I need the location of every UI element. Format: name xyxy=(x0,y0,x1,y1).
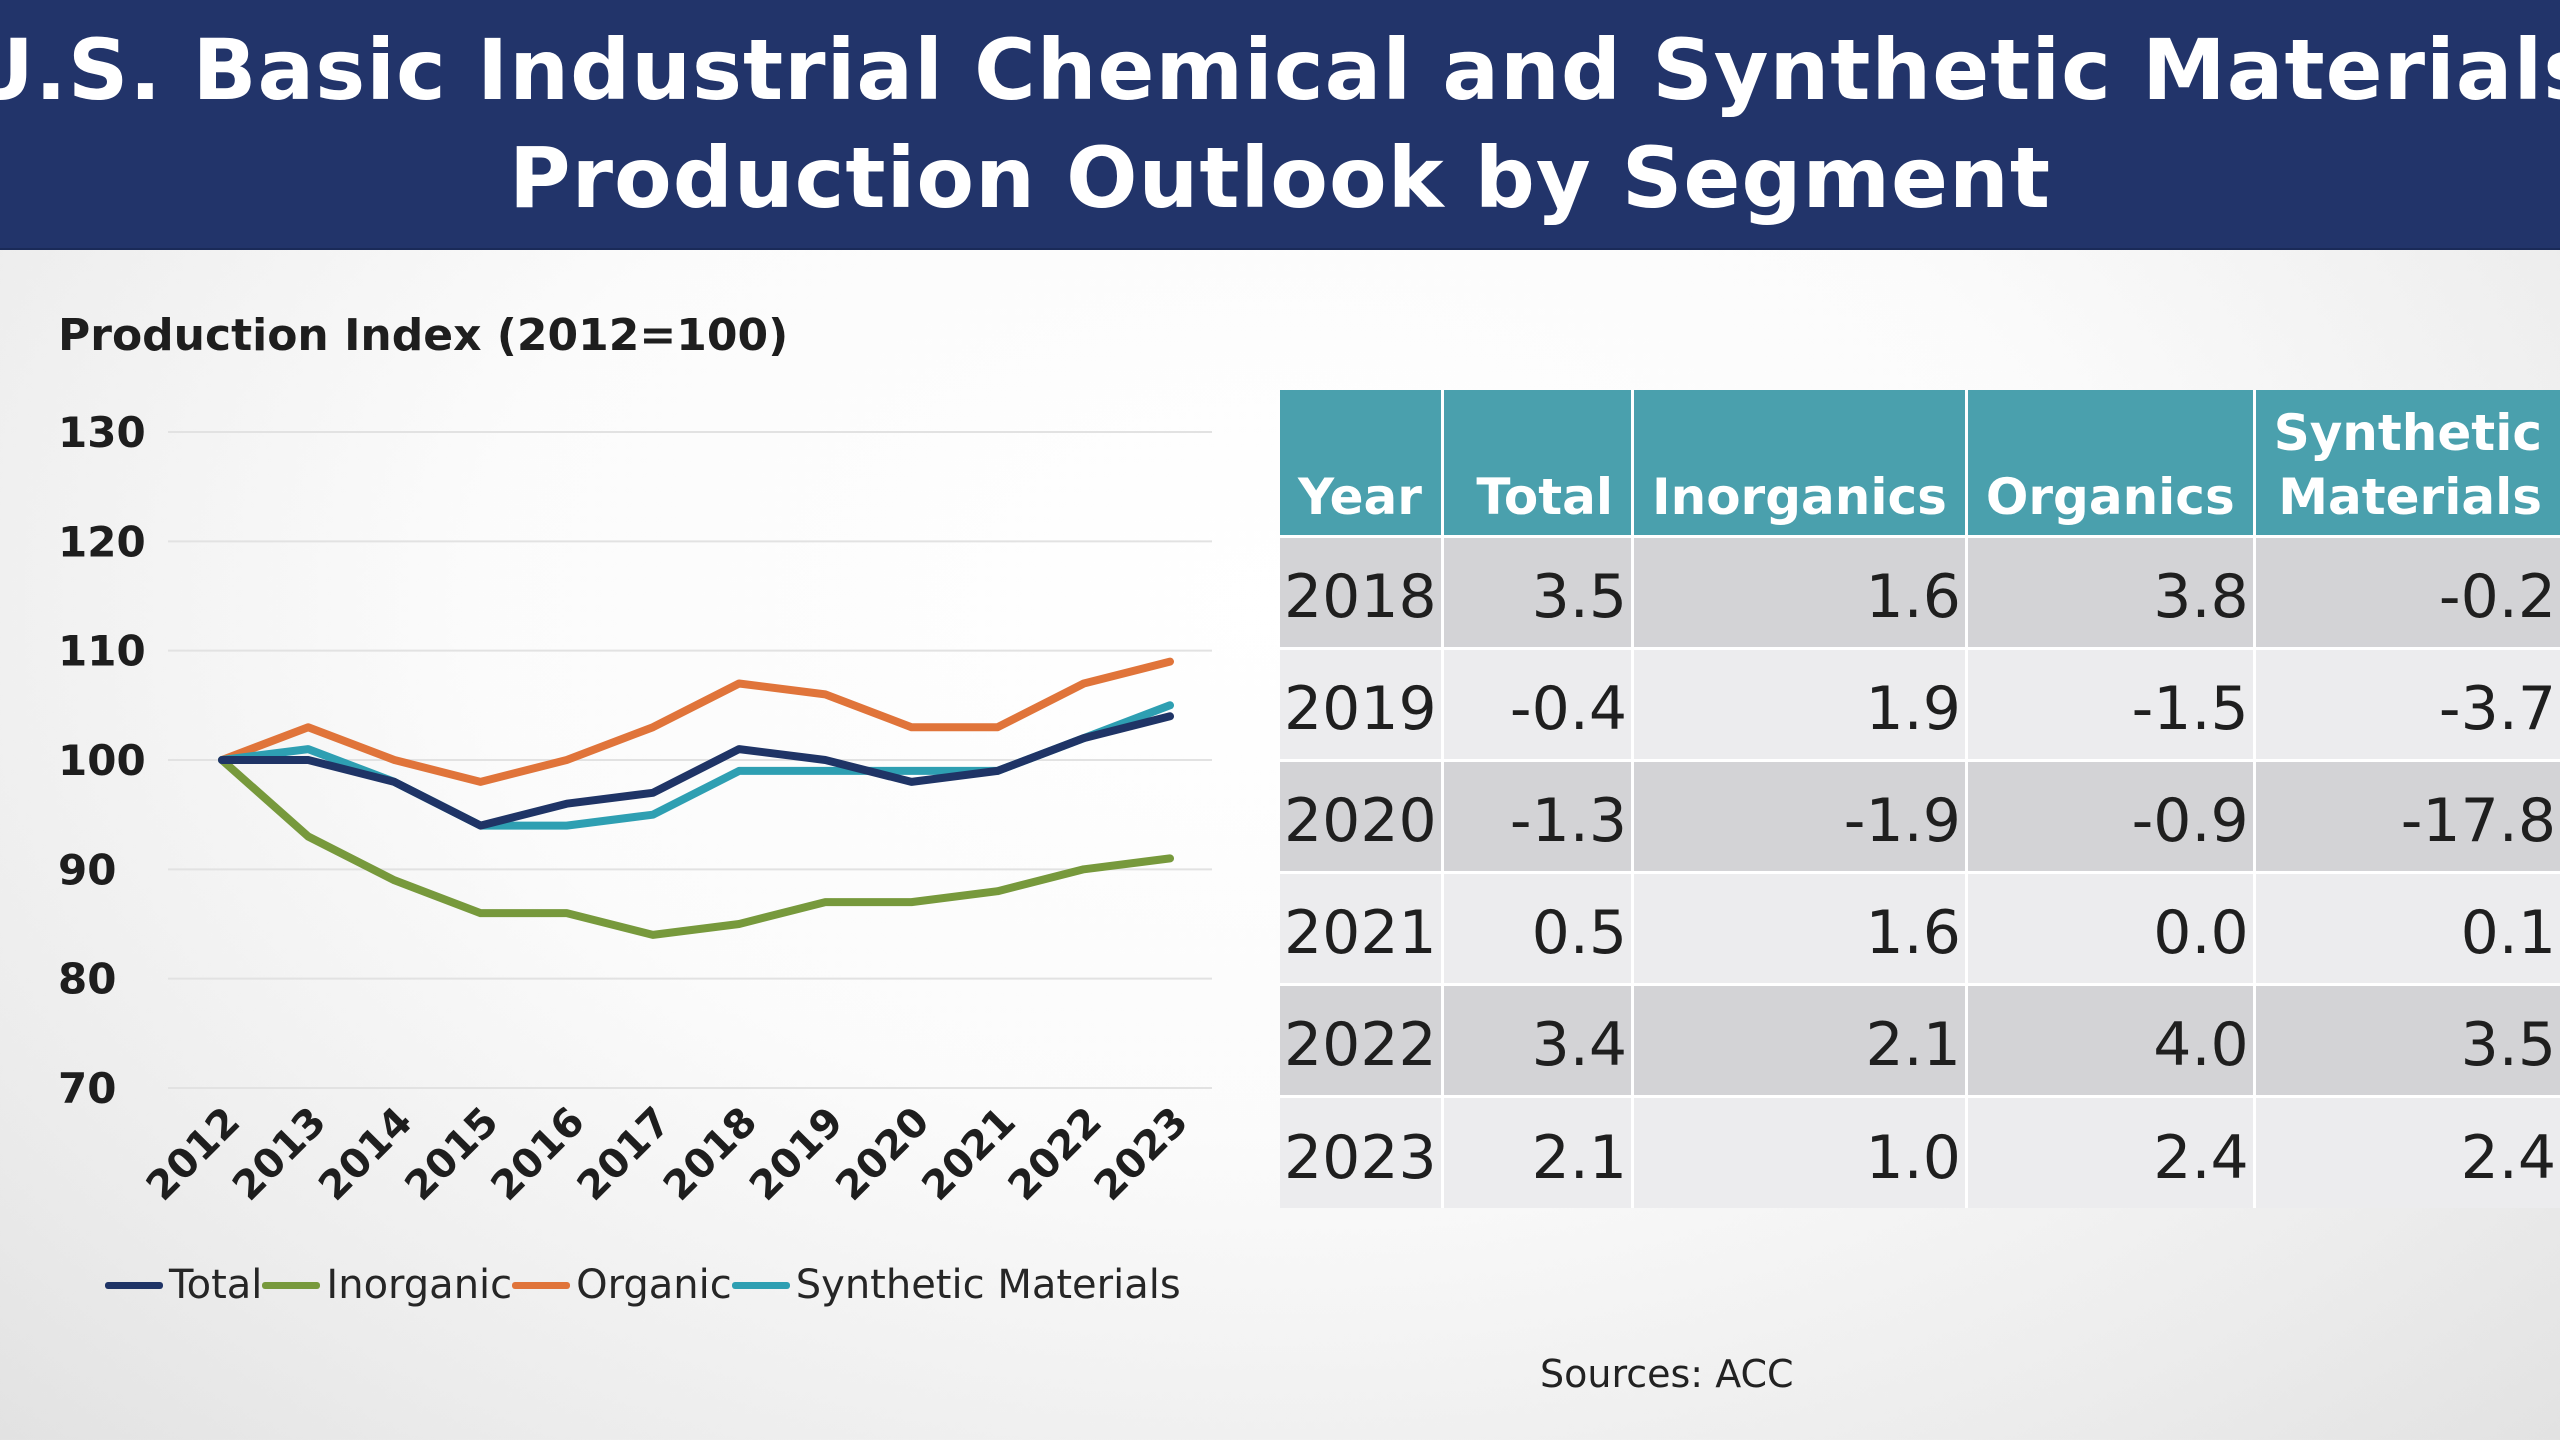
table-cell: 1.6 xyxy=(1631,872,1967,984)
y-tick-label: 120 xyxy=(58,517,146,566)
legend-item-organic: Organic xyxy=(512,1262,732,1308)
legend-item-inorganic: Inorganic xyxy=(262,1262,512,1308)
table-cell: 2019 xyxy=(1280,648,1443,760)
x-tick-label: 2014 xyxy=(310,1099,421,1210)
table-row: 2020 -1.3 -1.9 -0.9 -17.8 xyxy=(1280,760,2560,872)
table-cell: 2023 xyxy=(1280,1096,1443,1208)
sources-note: Sources: ACC xyxy=(1540,1352,1794,1396)
table-header-row: Year Total Inorganics Organics Synthetic… xyxy=(1280,390,2560,536)
chart-gridlines xyxy=(168,431,1212,1089)
production-outlook-table: Year Total Inorganics Organics Synthetic… xyxy=(1280,390,2560,1208)
y-tick-label: 130 xyxy=(58,408,146,457)
x-tick-label: 2015 xyxy=(396,1099,507,1210)
table-cell: -0.9 xyxy=(1964,760,2255,872)
table-cell: -0.4 xyxy=(1440,648,1633,760)
x-tick-label: 2016 xyxy=(483,1099,594,1210)
chart-series xyxy=(218,657,1174,939)
legend-label-total: Total xyxy=(169,1262,263,1308)
series-line-organic xyxy=(218,657,1174,786)
table-cell: 2.4 xyxy=(2252,1096,2560,1208)
page-title-line1: U.S. Basic Industrial Chemical and Synth… xyxy=(0,21,2560,119)
table-header-synthetic-line2: Materials xyxy=(2278,467,2542,526)
title-bar: U.S. Basic Industrial Chemical and Synth… xyxy=(0,0,2560,250)
table-cell: 1.6 xyxy=(1631,536,1967,648)
y-tick-label: 100 xyxy=(58,736,146,785)
legend-swatch-synthetic-materials xyxy=(731,1281,790,1289)
x-tick-label: 2021 xyxy=(913,1099,1024,1210)
x-tick-label: 2012 xyxy=(138,1099,249,1210)
table-row: 2023 2.1 1.0 2.4 2.4 xyxy=(1280,1096,2560,1208)
table-cell: -1.5 xyxy=(1964,648,2255,760)
table-cell: -1.3 xyxy=(1440,760,1633,872)
legend-swatch-total xyxy=(105,1281,163,1289)
legend-label-organic: Organic xyxy=(576,1262,732,1308)
table-cell: -17.8 xyxy=(2252,760,2560,872)
chart-legend: Total Inorganic Organic Synthetic Materi… xyxy=(105,1262,1181,1308)
table-cell: 0.1 xyxy=(2252,872,2560,984)
y-tick-label: 110 xyxy=(58,627,146,676)
table-cell: 2.1 xyxy=(1631,984,1967,1096)
table-cell: 2.1 xyxy=(1440,1096,1633,1208)
series-line-inorganic xyxy=(218,756,1174,939)
x-tick-label: 2018 xyxy=(655,1099,766,1210)
table-cell: 1.9 xyxy=(1631,648,1967,760)
table-cell: 3.5 xyxy=(1440,536,1633,648)
table-row: 2019 -0.4 1.9 -1.5 -3.7 xyxy=(1280,648,2560,760)
page-title-line2: Production Outlook by Segment xyxy=(509,129,2051,227)
legend-label-inorganic: Inorganic xyxy=(326,1262,513,1308)
x-tick-label: 2022 xyxy=(1000,1099,1111,1210)
chart-x-tick-labels: 2012201320142015201620172018201920202021… xyxy=(138,1099,1197,1210)
y-tick-label: 90 xyxy=(58,845,116,894)
table-cell: -0.2 xyxy=(2252,536,2560,648)
table-cell: 2018 xyxy=(1280,536,1443,648)
table-cell: 0.0 xyxy=(1964,872,2255,984)
table-header-total: Total xyxy=(1440,390,1633,536)
table-row: 2018 3.5 1.6 3.8 -0.2 xyxy=(1280,536,2560,648)
y-tick-label: 80 xyxy=(58,955,116,1004)
x-tick-label: 2013 xyxy=(224,1099,335,1210)
table-cell: 3.8 xyxy=(1964,536,2255,648)
table-header-synthetic-line1: Synthetic xyxy=(2273,403,2542,462)
series-line-total xyxy=(218,712,1174,830)
table-cell: 4.0 xyxy=(1964,984,2255,1096)
table-row: 2022 3.4 2.1 4.0 3.5 xyxy=(1280,984,2560,1096)
table-cell: 1.0 xyxy=(1631,1096,1967,1208)
x-tick-label: 2017 xyxy=(569,1099,680,1210)
table-cell: 3.5 xyxy=(2252,984,2560,1096)
table-cell: 3.4 xyxy=(1440,984,1633,1096)
table-cell: 2.4 xyxy=(1964,1096,2255,1208)
y-tick-label: 70 xyxy=(58,1064,116,1113)
table-header-inorganics: Inorganics xyxy=(1631,390,1967,536)
table-cell: 2022 xyxy=(1280,984,1443,1096)
table-cell: 2021 xyxy=(1280,872,1443,984)
x-tick-label: 2020 xyxy=(827,1099,938,1210)
chart-y-axis-label: Production Index (2012=100) xyxy=(58,310,789,361)
table-body: 2018 3.5 1.6 3.8 -0.2 2019 -0.4 1.9 -1.5 -3.7 2020… xyxy=(1280,536,2560,1208)
series-line-synthetic-materials xyxy=(218,701,1174,830)
table-cell: -1.9 xyxy=(1631,760,1967,872)
table-cell: -3.7 xyxy=(2252,648,2560,760)
table-header-organics: Organics xyxy=(1964,390,2255,536)
chart-y-tick-labels: 70 80 90 100 110 120 130 xyxy=(58,408,146,1113)
table-row: 2021 0.5 1.6 0.0 0.1 xyxy=(1280,872,2560,984)
legend-swatch-inorganic xyxy=(262,1281,321,1289)
legend-item-synthetic-materials: Synthetic Materials xyxy=(731,1262,1181,1308)
legend-label-synthetic-materials: Synthetic Materials xyxy=(795,1262,1181,1308)
legend-swatch-organic xyxy=(512,1281,571,1289)
table-header-year: Year xyxy=(1280,390,1443,536)
x-tick-label: 2019 xyxy=(741,1099,852,1210)
table-cell: 2020 xyxy=(1280,760,1443,872)
x-tick-label: 2023 xyxy=(1086,1099,1197,1210)
legend-item-total: Total xyxy=(105,1262,262,1308)
table-cell: 0.5 xyxy=(1440,872,1633,984)
table-header-synthetic-materials: Synthetic Materials xyxy=(2252,390,2560,536)
